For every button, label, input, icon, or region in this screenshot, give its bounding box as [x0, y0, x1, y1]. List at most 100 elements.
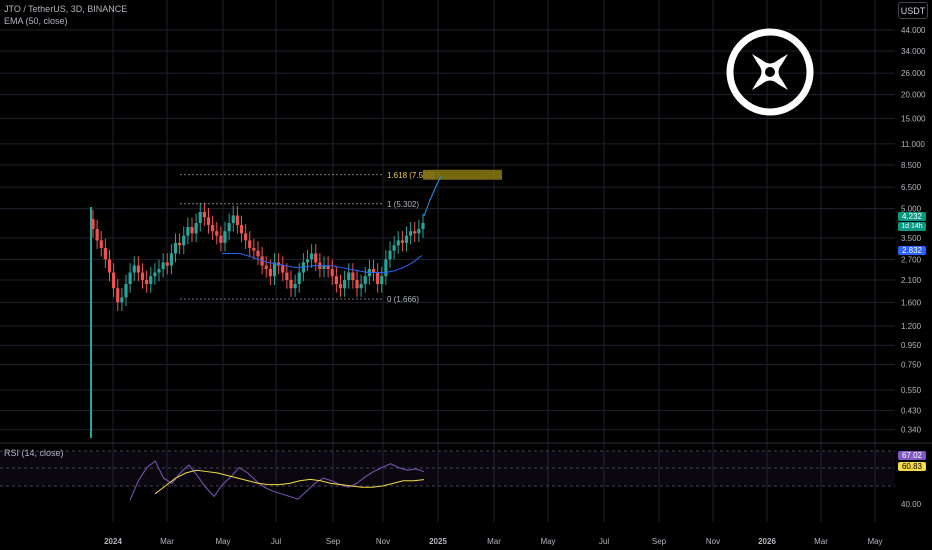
candle: [322, 265, 326, 270]
ema-legend: EMA (50, close): [4, 16, 68, 26]
candle: [347, 272, 351, 280]
candle: [281, 265, 285, 273]
rsi-line: [129, 460, 425, 501]
candle: [268, 269, 272, 277]
candle: [103, 247, 107, 260]
candle: [400, 240, 404, 243]
candle: [330, 269, 334, 277]
candle: [132, 265, 136, 273]
candle: [157, 269, 161, 273]
candle: [107, 259, 112, 273]
symbol-title: JTO / TetherUS, 3D, BINANCE: [4, 4, 128, 14]
candle: [223, 231, 227, 243]
y-tick-label: 0.340: [901, 426, 922, 435]
ema-price-tag: 2.832: [898, 246, 926, 255]
y-tick-label: 0.430: [901, 406, 922, 415]
candle: [165, 262, 169, 266]
x-tick-label: Mar: [814, 537, 828, 546]
y-tick-label: 8.500: [901, 161, 922, 170]
candle: [285, 272, 289, 280]
candle: [396, 240, 400, 246]
candle: [355, 279, 359, 289]
candle: [194, 222, 198, 234]
candle: [256, 250, 260, 257]
candle: [314, 253, 318, 263]
candle: [404, 235, 409, 243]
x-tick-label: Sep: [652, 537, 667, 546]
y-tick-label: 1.200: [901, 322, 922, 331]
candle: [91, 219, 95, 230]
candle: [219, 235, 223, 243]
candle: [95, 229, 99, 241]
y-tick-label: 1.600: [901, 298, 922, 307]
candle: [388, 250, 392, 260]
x-tick-label: Mar: [487, 537, 501, 546]
y-tick-label: 2.100: [901, 276, 922, 285]
x-tick-label: May: [215, 537, 230, 546]
y-tick-label: 6.500: [901, 183, 922, 192]
y-tick-label: 44.000: [901, 26, 926, 35]
y-tick-label: 3.500: [901, 234, 922, 243]
candle: [231, 215, 235, 223]
candle: [264, 265, 268, 270]
candle: [198, 212, 202, 223]
candle: [421, 222, 425, 230]
candle: [128, 272, 132, 285]
candle: [149, 276, 153, 285]
candle: [169, 253, 173, 266]
y-tick-label: 0.950: [901, 341, 922, 350]
candle: [334, 276, 338, 285]
candle: [153, 272, 157, 277]
candle: [289, 279, 293, 289]
candle: [376, 272, 380, 285]
rsi-ma-value-tag: 60.83: [898, 462, 926, 471]
candle: [186, 227, 190, 236]
x-tick-label: 2024: [104, 537, 122, 546]
jito-x-logo-icon: [726, 28, 814, 116]
y-tick-label: 26.000: [901, 69, 926, 78]
candle: [206, 217, 211, 225]
candle: [384, 259, 388, 277]
candle: [252, 247, 256, 251]
candle: [359, 284, 363, 289]
candle: [227, 222, 231, 232]
candle: [215, 231, 219, 236]
x-tick-label: 2026: [758, 537, 776, 546]
candle: [297, 272, 301, 285]
candle: [145, 279, 149, 285]
candle: [272, 262, 277, 277]
y-tick-label: 0.750: [901, 361, 922, 370]
candle: [202, 212, 206, 218]
candle: [99, 240, 103, 248]
candle: [338, 284, 343, 289]
candle: [248, 240, 252, 248]
candle: [173, 242, 178, 254]
currency-button[interactable]: USDT: [898, 2, 928, 19]
candle: [409, 231, 413, 236]
countdown-tag: 1d 14h: [898, 222, 926, 231]
candle: [235, 215, 239, 225]
candle: [417, 229, 421, 234]
y-tick-label: 2.700: [901, 255, 922, 264]
candle: [380, 276, 384, 285]
fib-level-label: 1 (5.302): [387, 200, 419, 209]
candle: [124, 284, 128, 298]
ema-line: [222, 252, 423, 274]
rsi-ma-line: [154, 469, 425, 495]
candle: [392, 245, 396, 251]
candle: [116, 288, 120, 303]
candle: [363, 276, 367, 285]
candle: [371, 269, 376, 273]
candle: [190, 227, 194, 234]
y-tick-label: 5.000: [901, 205, 922, 214]
rsi-legend: RSI (14, close): [4, 448, 64, 458]
y-tick-label: 0.550: [901, 386, 922, 395]
candle: [161, 262, 165, 270]
rsi-value-tag: 67.02: [898, 451, 926, 460]
rsi-tick-label: 40.00: [901, 500, 922, 509]
candle: [244, 233, 248, 241]
y-tick-label: 15.000: [901, 114, 926, 123]
x-tick-label: Sep: [326, 537, 341, 546]
candle: [136, 265, 140, 273]
